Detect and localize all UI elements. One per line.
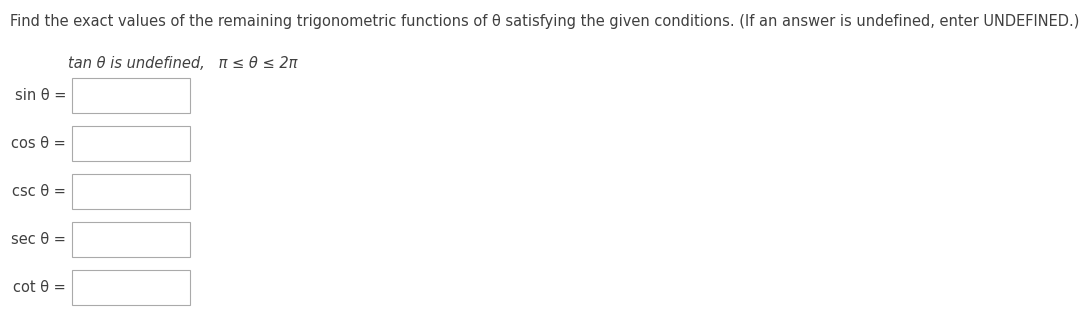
Bar <box>72 270 190 305</box>
Text: cos θ =: cos θ = <box>11 136 66 151</box>
Bar <box>72 222 190 257</box>
Text: Find the exact values of the remaining trigonometric functions of θ satisfying t: Find the exact values of the remaining t… <box>10 14 1079 29</box>
Text: sin θ =: sin θ = <box>15 88 66 103</box>
Text: csc θ =: csc θ = <box>12 184 66 199</box>
Text: sec θ =: sec θ = <box>11 232 66 247</box>
Bar <box>72 126 190 161</box>
Text: tan θ is undefined,   π ≤ θ ≤ 2π: tan θ is undefined, π ≤ θ ≤ 2π <box>68 56 298 71</box>
Bar <box>72 174 190 209</box>
Text: cot θ =: cot θ = <box>13 280 66 295</box>
Bar <box>72 78 190 113</box>
